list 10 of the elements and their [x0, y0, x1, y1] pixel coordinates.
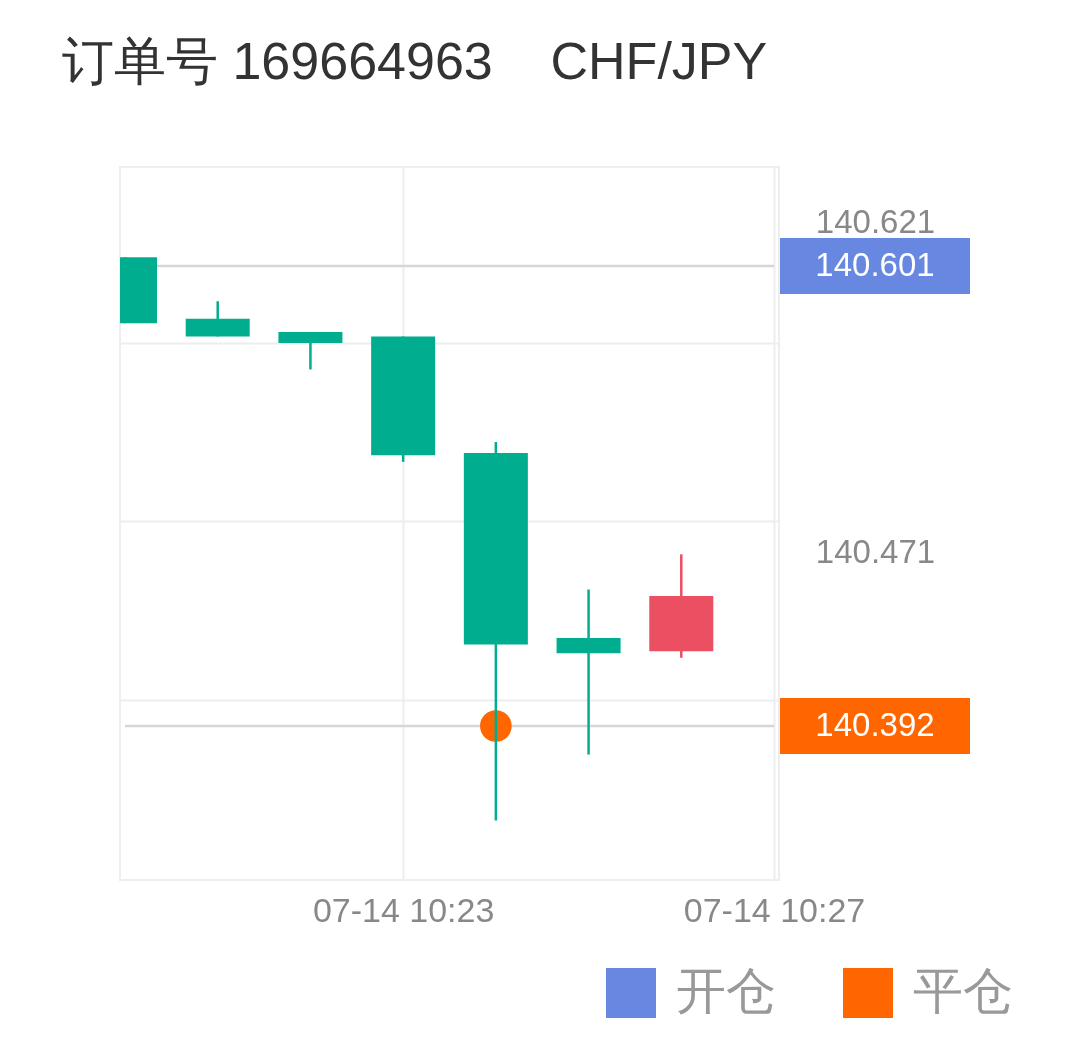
ref-line-label: 140.392 [815, 705, 935, 743]
chart-title: 订单号 169664963 CHF/JPY [62, 32, 768, 90]
ref-line-label: 140.601 [815, 246, 935, 284]
x-tick-label: 07-14 10:23 [312, 890, 495, 929]
y-tick-label: 140.621 [815, 202, 936, 240]
x-tick-label: 07-14 10:27 [683, 890, 866, 929]
legend-label: 平仓 [913, 963, 1013, 1019]
candlestick [556, 588, 621, 756]
legend-label: 开仓 [676, 963, 776, 1019]
y-tick-label: 140.471 [815, 532, 936, 570]
